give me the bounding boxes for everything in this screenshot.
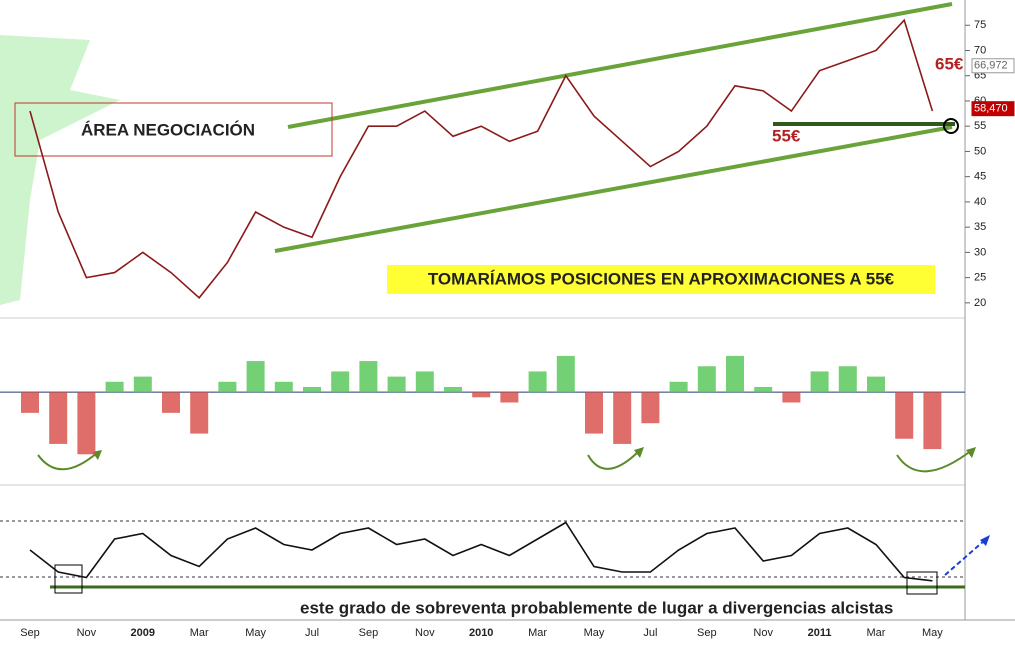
x-tick-label: Mar [528, 627, 547, 639]
x-tick-label: Jul [643, 627, 657, 639]
arrow-head [966, 447, 976, 458]
histogram-bar [331, 371, 350, 393]
histogram-bar [613, 392, 632, 444]
price-tag [971, 58, 1015, 74]
histogram-bar [105, 381, 124, 393]
highlight-label: TOMARÍAMOS POSICIONES EN APROXIMACIONES … [428, 269, 895, 288]
x-tick-label: Sep [697, 627, 717, 639]
histogram-bar [923, 392, 942, 450]
histogram-bar [500, 392, 519, 403]
arrow [896, 449, 973, 473]
histogram-bar [133, 376, 152, 393]
x-tick-label: Mar [190, 627, 209, 639]
histogram-bar [895, 392, 914, 439]
highlight-box [906, 571, 938, 595]
x-tick-label: Nov [77, 627, 97, 639]
x-tick-label: May [245, 627, 266, 639]
y-tick-label: 25 [974, 272, 986, 284]
histogram-bar [303, 386, 321, 393]
histogram-bar [77, 392, 96, 455]
highlight-box [387, 265, 935, 294]
histogram-bar [274, 381, 293, 393]
x-tick-label: 2011 [808, 627, 832, 639]
x-tick-label: 2010 [469, 627, 493, 639]
x-tick-label: May [584, 627, 605, 639]
price-tag [971, 101, 1015, 117]
histogram-bar [246, 361, 265, 393]
support-marker [943, 118, 959, 134]
y-tick-label: 75 [974, 19, 986, 31]
histogram-bar [49, 392, 68, 444]
y-tick-label: 55 [974, 120, 986, 132]
x-tick-label: Nov [753, 627, 773, 639]
histogram-bar [726, 355, 744, 393]
arrow [944, 539, 986, 576]
x-tick-label: Jul [305, 627, 319, 639]
histogram-bar [838, 366, 857, 393]
area-label: ÁREA NEGOCIACIÓN [81, 120, 255, 139]
area-box [14, 102, 333, 157]
x-tick-label: May [922, 627, 943, 639]
histogram-bar [810, 371, 829, 393]
histogram-bar [585, 392, 603, 434]
y-tick-label: 40 [974, 196, 986, 208]
x-tick-label: Nov [415, 627, 435, 639]
x-tick-label: Sep [20, 627, 40, 639]
channel-top [287, 2, 953, 129]
histogram-bar [754, 386, 773, 393]
histogram-bar [697, 366, 716, 393]
histogram-bar [21, 392, 39, 413]
histogram-bar [415, 371, 434, 393]
histogram-bar [218, 381, 237, 393]
histogram-bar [162, 392, 180, 413]
channel-bottom [274, 125, 953, 253]
arrow-head [980, 535, 990, 546]
price-tag-label: 66,972 [974, 60, 1008, 72]
x-tick-label: 2009 [131, 627, 155, 639]
price-line [29, 521, 933, 582]
histogram-bar [669, 381, 688, 393]
histogram-bar [641, 392, 660, 424]
histogram-bar [387, 376, 406, 393]
arrow [587, 449, 641, 470]
histogram-bar [528, 371, 547, 393]
histogram-bar [190, 392, 209, 434]
arrow [37, 451, 99, 471]
level-label: 55€ [772, 126, 801, 145]
highlight-box [54, 564, 83, 594]
y-tick-label: 30 [974, 246, 986, 258]
y-tick-label: 45 [974, 171, 986, 183]
y-tick-label: 70 [974, 44, 986, 56]
y-tick-label: 50 [974, 145, 986, 157]
histogram-bar [556, 355, 575, 393]
x-tick-label: Mar [867, 627, 886, 639]
price-tag-label: 58,470 [974, 103, 1008, 115]
histogram-bar [782, 392, 801, 403]
y-tick-label: 35 [974, 221, 986, 233]
x-tick-label: Sep [359, 627, 379, 639]
level-label: 65€ [935, 54, 964, 73]
y-tick-label: 20 [974, 297, 986, 309]
price-line [29, 18, 934, 299]
histogram-bar [472, 392, 491, 398]
histogram-bar [359, 361, 378, 393]
arrow-head [634, 447, 644, 458]
histogram-bar [867, 376, 885, 393]
note: este grado de sobreventa probablemente d… [300, 598, 893, 617]
histogram-bar [444, 386, 462, 393]
